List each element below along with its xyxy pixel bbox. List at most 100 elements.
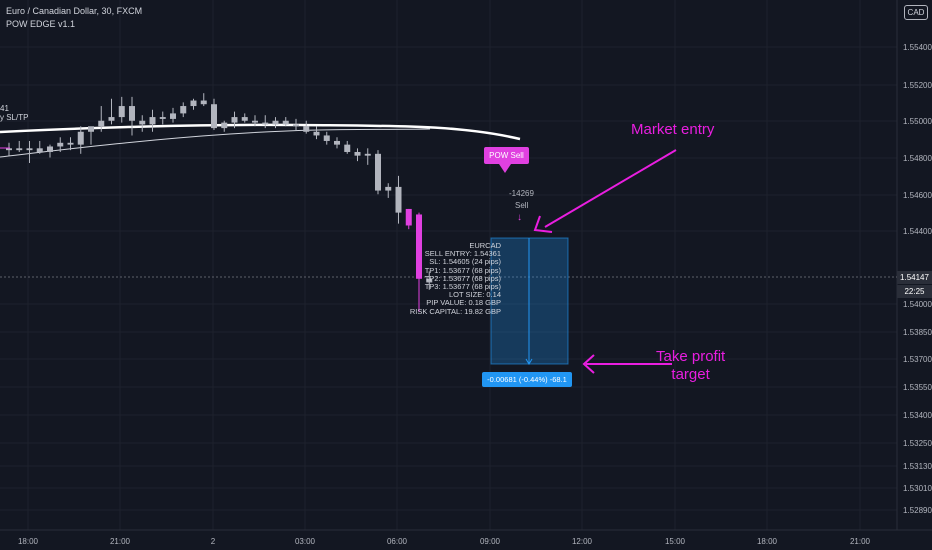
bar-countdown-label: 22:25 — [897, 285, 932, 298]
price-tick: 1.53250 — [903, 439, 932, 448]
candle-body[interactable] — [47, 146, 53, 152]
price-tick: 1.54600 — [903, 191, 932, 200]
current-price-label: 1.54147 — [897, 271, 932, 284]
trade-info-panel: EURCAD SELL ENTRY: 1.54361 SL: 1.54605 (… — [409, 241, 501, 316]
time-tick: 18:00 — [17, 537, 39, 546]
market-entry-annotation[interactable]: Market entry — [631, 121, 715, 138]
trade-info-tp3: TP3: 1.53677 (68 pips) — [424, 282, 501, 292]
candle-body[interactable] — [221, 122, 228, 129]
price-tick: 1.55200 — [903, 81, 932, 90]
candle-body[interactable] — [57, 142, 64, 147]
price-tick: 1.53700 — [903, 355, 932, 364]
candle-body[interactable] — [262, 122, 269, 125]
candle-body[interactable] — [313, 131, 320, 136]
candle-body[interactable] — [405, 208, 412, 226]
candle-body[interactable] — [77, 131, 84, 145]
candle-body[interactable] — [293, 124, 299, 127]
time-tick: 12:00 — [571, 537, 593, 546]
candle-body[interactable] — [118, 106, 125, 118]
candle-body[interactable] — [16, 148, 23, 151]
pow-sell-signal[interactable]: POW Sell — [484, 147, 529, 164]
trade-info-entry: SELL ENTRY: 1.54361 — [424, 249, 501, 259]
trade-info-pip: PIP VALUE: 0.18 GBP — [426, 298, 501, 308]
candle-body[interactable] — [241, 117, 248, 121]
time-tick: 2 — [210, 537, 216, 546]
candle-body[interactable] — [180, 106, 187, 114]
time-tick: 21:00 — [849, 537, 871, 546]
ma-fast-line — [0, 123, 521, 141]
currency-badge[interactable]: CAD — [904, 5, 928, 20]
candle-body[interactable] — [26, 148, 33, 151]
time-tick: 21:00 — [109, 537, 131, 546]
price-tick: 1.54400 — [903, 227, 932, 236]
price-tick: 1.54800 — [903, 154, 932, 163]
trade-info-risk: RISK CAPITAL: 19.82 GBP — [409, 306, 501, 316]
candle-body[interactable] — [108, 117, 115, 121]
target-zone-arrow-head — [525, 358, 533, 365]
ma-slow-line — [0, 128, 431, 158]
take-profit-annotation[interactable]: Take profit target — [656, 348, 725, 384]
trade-info-lot: LOT SIZE: 0.14 — [449, 290, 501, 300]
trade-info-symbol: EURCAD — [469, 241, 501, 250]
price-tick: 1.55000 — [903, 117, 932, 126]
tp-arrow-head — [582, 354, 595, 374]
candle-body[interactable] — [67, 142, 74, 145]
price-tick: 1.54000 — [903, 300, 932, 309]
candle-body[interactable] — [334, 140, 340, 145]
price-tick: 1.53010 — [903, 484, 932, 493]
down-arrow-icon: ↓ — [517, 212, 522, 223]
signal-text: Sell — [515, 201, 529, 210]
market-entry-arrow-head — [533, 215, 553, 233]
time-tick: 15:00 — [664, 537, 686, 546]
trade-info-tp1: TP1: 1.53677 (68 pips) — [424, 265, 501, 275]
indicator-value-label: 41 — [0, 104, 9, 113]
candle-body[interactable] — [6, 148, 12, 151]
candle-body[interactable] — [282, 120, 289, 125]
indicator-title[interactable]: POW EDGE v1.1 — [6, 19, 76, 29]
candle-body[interactable] — [159, 117, 166, 119]
market-entry-arrow-line — [544, 149, 677, 228]
candle-body[interactable] — [36, 148, 43, 152]
indicator-sltp-label: y SL/TP — [0, 113, 29, 122]
time-tick: 18:00 — [756, 537, 778, 546]
candle-body[interactable] — [426, 278, 433, 283]
candle-body[interactable] — [139, 120, 146, 125]
candle-body[interactable] — [416, 214, 422, 279]
candle-body[interactable] — [344, 144, 351, 152]
take-profit-line2: target — [671, 366, 710, 383]
price-tick: 1.53130 — [903, 462, 932, 471]
trade-info-tp2: TP2: 1.53677 (68 pips) — [424, 273, 501, 283]
symbol-title[interactable]: Euro / Canadian Dollar, 30, FXCM — [6, 6, 143, 16]
time-tick: 06:00 — [386, 537, 408, 546]
candle-body[interactable] — [272, 120, 279, 125]
pow-sell-pointer — [499, 164, 511, 173]
candle-body[interactable] — [211, 104, 217, 129]
candle-body[interactable] — [190, 100, 197, 107]
candle-body[interactable] — [129, 106, 135, 121]
take-profit-line1: Take profit — [656, 348, 726, 365]
candle-body[interactable] — [385, 186, 392, 191]
candle-body[interactable] — [88, 126, 94, 132]
candle-body[interactable] — [231, 117, 238, 123]
trade-info-sl: SL: 1.54605 (24 pips) — [429, 257, 501, 267]
candle-body[interactable] — [323, 135, 330, 141]
price-tick: 1.53550 — [903, 383, 932, 392]
candle-body[interactable] — [200, 100, 207, 105]
candle-body[interactable] — [364, 153, 371, 156]
price-tick: 1.55400 — [903, 43, 932, 52]
time-tick: 03:00 — [294, 537, 316, 546]
measure-result-label[interactable]: -0.00681 (-0.44%) -68.1 — [482, 372, 572, 387]
candle-body[interactable] — [252, 120, 258, 123]
candle-body[interactable] — [149, 117, 156, 125]
candle-body[interactable] — [375, 153, 381, 191]
price-tick: 1.52890 — [903, 506, 932, 515]
candle-body[interactable] — [395, 186, 402, 213]
price-tick: 1.53400 — [903, 411, 932, 420]
candle-body[interactable] — [98, 120, 105, 127]
candle-body[interactable] — [303, 126, 310, 132]
signal-count: -14269 — [509, 189, 534, 198]
candle-body[interactable] — [170, 113, 176, 119]
candle-body[interactable] — [354, 151, 361, 156]
